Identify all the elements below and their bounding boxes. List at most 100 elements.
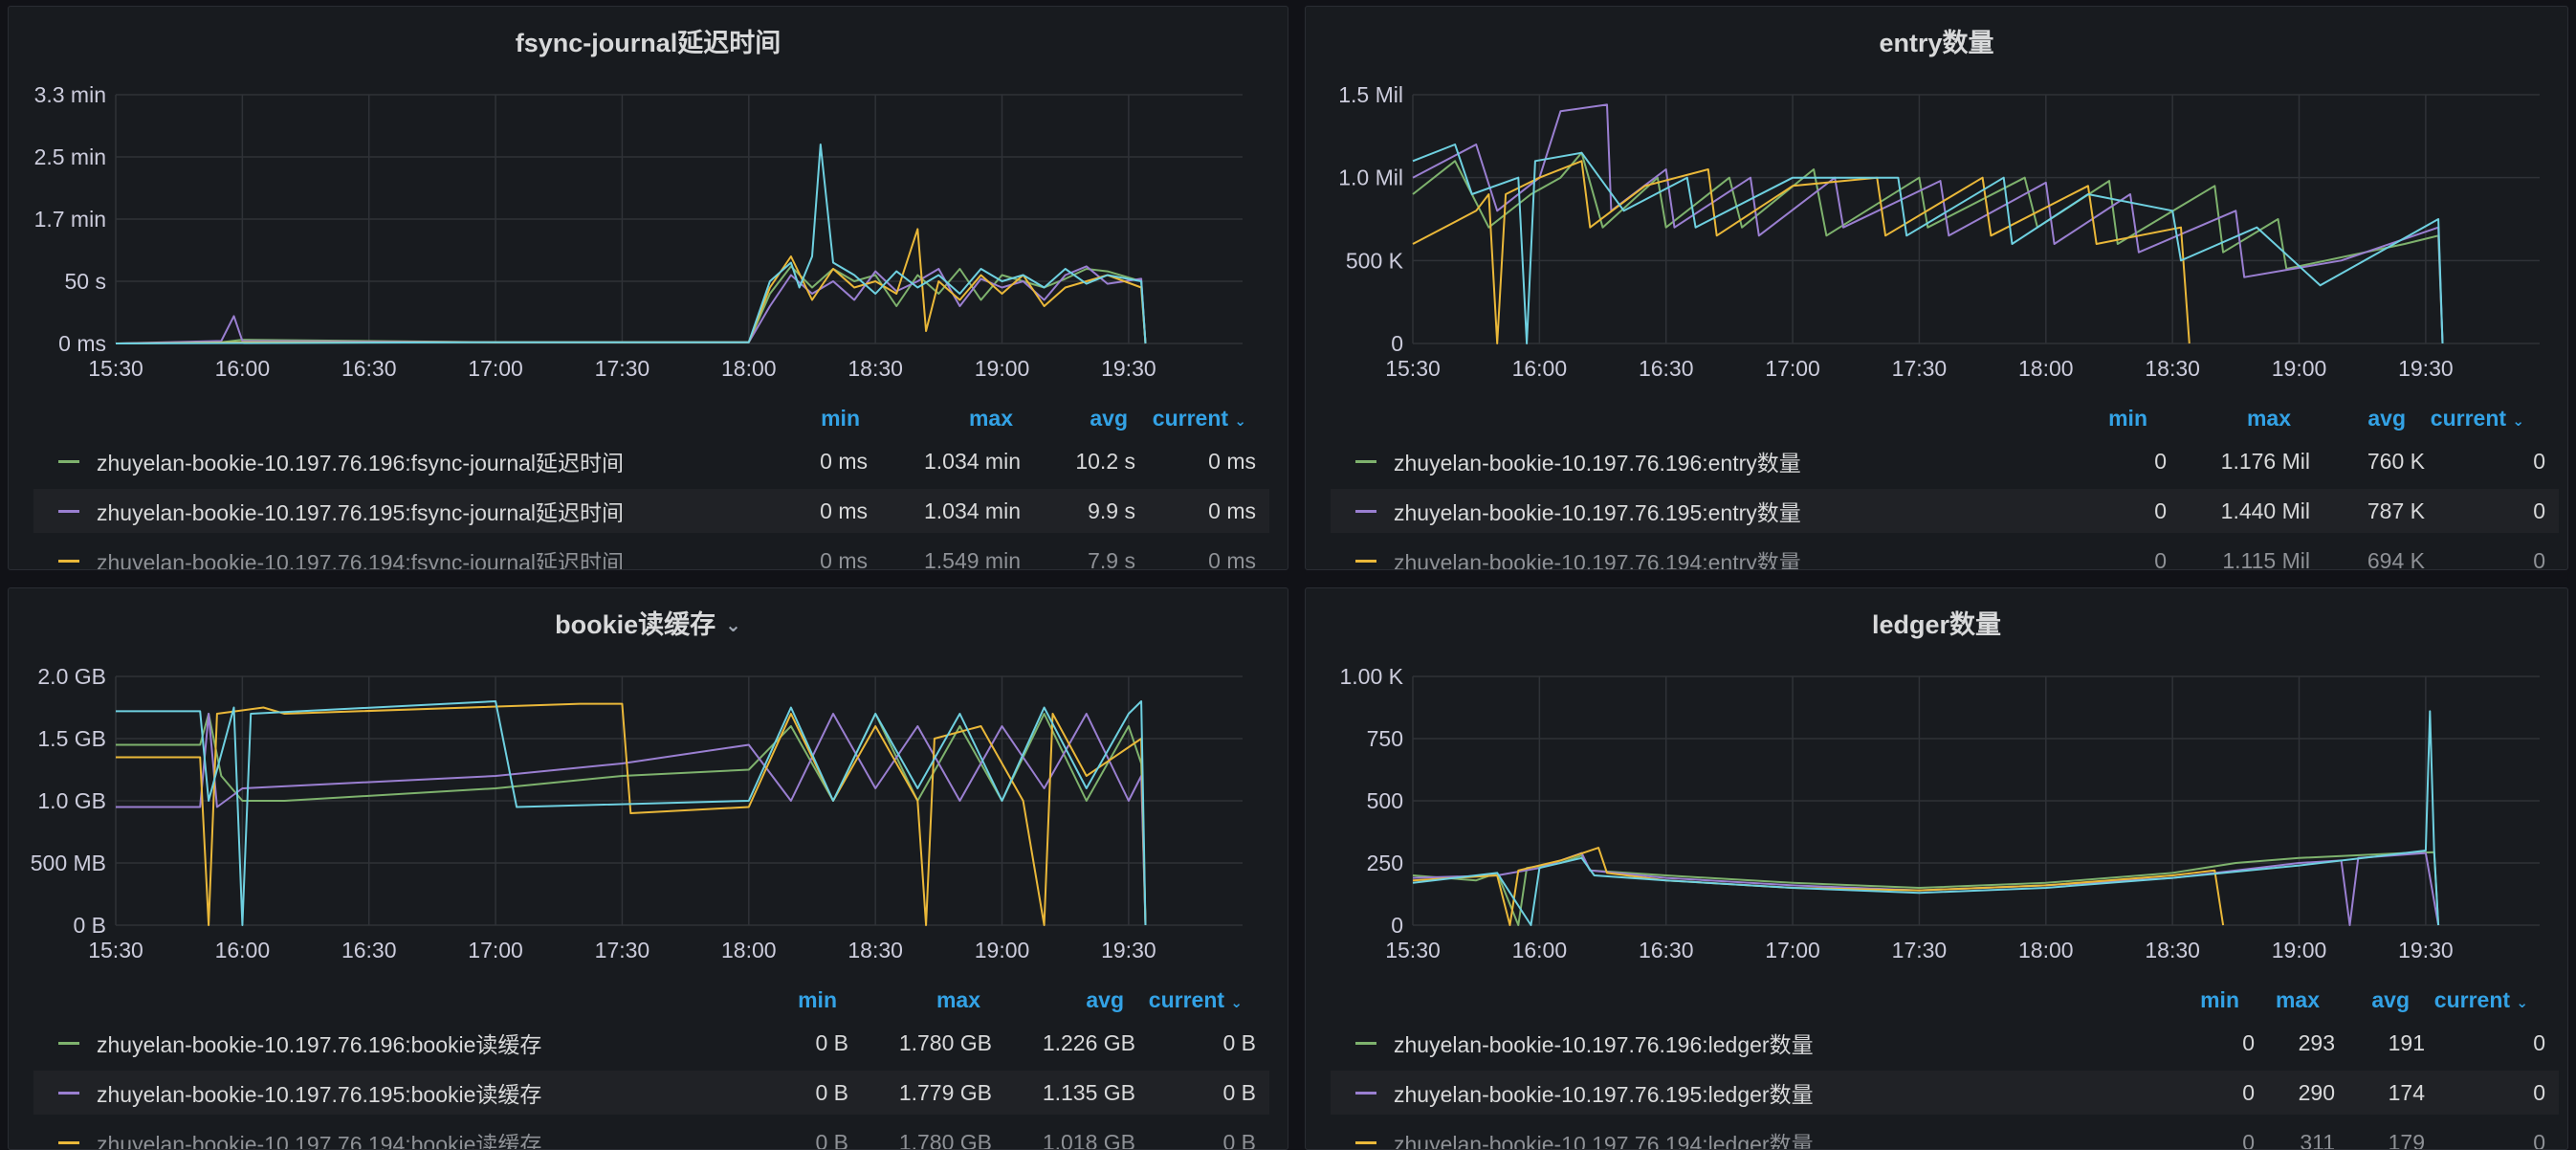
series-line[interactable] bbox=[1412, 851, 2440, 926]
series-current: 0 B bbox=[1222, 1029, 1256, 1055]
legend-row[interactable]: zhuyelan-bookie-10.197.76.194:ledger数量 0… bbox=[1331, 1120, 2559, 1150]
series-max: 1.780 GB bbox=[898, 1029, 992, 1055]
x-tick-label: 17:00 bbox=[1765, 356, 1820, 381]
series-name[interactable]: zhuyelan-bookie-10.197.76.195:ledger数量 bbox=[1394, 1082, 1814, 1107]
legend-col-current[interactable]: current ⌄ bbox=[2433, 986, 2528, 1012]
journal-chart[interactable]: 0 ms 50 s 1.7 min 2.5 min 3.3 min 15:30 16:00 1… bbox=[9, 7, 1288, 389]
series-name[interactable]: zhuyelan-bookie-10.197.76.195:bookie读缓存 bbox=[97, 1082, 542, 1107]
legend-col-max[interactable]: max bbox=[936, 986, 980, 1012]
legend-col-max[interactable]: max bbox=[2246, 405, 2291, 431]
series-name[interactable]: zhuyelan-bookie-10.197.76.196:bookie读缓存 bbox=[97, 1032, 542, 1057]
chevron-down-icon[interactable]: ⌄ bbox=[725, 615, 741, 636]
series-name[interactable]: zhuyelan-bookie-10.197.76.194:ledger数量 bbox=[1394, 1132, 1814, 1150]
x-tick-label: 15:30 bbox=[88, 938, 143, 962]
series-line[interactable] bbox=[115, 228, 1147, 344]
legend-col-current[interactable]: current ⌄ bbox=[2430, 405, 2524, 431]
series-line[interactable] bbox=[115, 265, 1147, 344]
series-max: 1.549 min bbox=[923, 547, 1021, 570]
series-name[interactable]: zhuyelan-bookie-10.197.76.196:entry数量 bbox=[1394, 451, 1801, 475]
legend-col-avg[interactable]: avg bbox=[2367, 405, 2406, 431]
series-line[interactable] bbox=[115, 265, 1147, 344]
legend-row[interactable]: zhuyelan-bookie-10.197.76.196:entry数量 0 … bbox=[1331, 439, 2559, 483]
legend-row[interactable]: zhuyelan-bookie-10.197.76.195:ledger数量 0… bbox=[1331, 1071, 2559, 1115]
panel-title[interactable]: bookie读缓存 ⌄ bbox=[555, 610, 741, 639]
series-name[interactable]: zhuyelan-bookie-10.197.76.194:entry数量 bbox=[1394, 550, 1801, 570]
x-tick-label: 18:00 bbox=[2018, 938, 2074, 962]
legend-col-min[interactable]: min bbox=[798, 986, 837, 1012]
series-line[interactable] bbox=[115, 144, 1147, 344]
legend-row[interactable]: zhuyelan-bookie-10.197.76.194:fsync-jour… bbox=[33, 539, 1269, 570]
y-tick-label: 1.7 min bbox=[34, 207, 106, 232]
series-name[interactable]: zhuyelan-bookie-10.197.76.194:fsync-jour… bbox=[97, 550, 625, 570]
x-tick-label: 19:00 bbox=[975, 356, 1030, 381]
chevron-down-icon: ⌄ bbox=[1234, 412, 1246, 430]
cache-chart[interactable]: 0 B 500 MB 1.0 GB 1.5 GB 2.0 GB 15:30 16:00 16:… bbox=[9, 588, 1288, 971]
legend-row[interactable]: zhuyelan-bookie-10.197.76.195:fsync-jour… bbox=[33, 489, 1269, 533]
x-tick-label: 19:30 bbox=[2398, 938, 2454, 962]
series-name[interactable]: zhuyelan-bookie-10.197.76.194:bookie读缓存 bbox=[97, 1132, 542, 1150]
legend-row[interactable]: zhuyelan-bookie-10.197.76.196:bookie读缓存 … bbox=[33, 1021, 1269, 1065]
series-line[interactable] bbox=[1412, 160, 2191, 344]
series-max: 311 bbox=[2300, 1129, 2335, 1150]
x-tick-label: 16:00 bbox=[215, 356, 271, 381]
series-avg: 1.226 GB bbox=[1042, 1029, 1135, 1055]
series-current: 0 ms bbox=[1208, 498, 1256, 523]
legend-row[interactable]: zhuyelan-bookie-10.197.76.194:entry数量 0 … bbox=[1331, 539, 2559, 570]
panel-title[interactable]: ledger数量 bbox=[1871, 610, 2002, 639]
y-tick-label: 50 s bbox=[65, 269, 106, 294]
series-avg: 694 K bbox=[2367, 547, 2425, 570]
series-line[interactable] bbox=[1412, 847, 2225, 926]
entry-chart[interactable]: 0 500 K 1.0 Mil 1.5 Mil 15:30 16:00 16:30 17:00… bbox=[1306, 7, 2568, 389]
series-line[interactable] bbox=[1412, 151, 2444, 344]
series-max: 1.034 min bbox=[923, 448, 1021, 474]
series-name[interactable]: zhuyelan-bookie-10.197.76.196:ledger数量 bbox=[1394, 1032, 1814, 1057]
legend-col-max[interactable]: max bbox=[2275, 986, 2320, 1012]
series-avg: 174 bbox=[2388, 1079, 2425, 1105]
ledger-chart[interactable]: 0 250 500 750 1.00 K 15:30 16:00 16:30 17:00 17:3… bbox=[1306, 588, 2568, 971]
series-line[interactable] bbox=[1412, 710, 2440, 926]
legend-row[interactable]: zhuyelan-bookie-10.197.76.194:bookie读缓存 … bbox=[33, 1120, 1269, 1150]
legend-col-min[interactable]: min bbox=[2200, 986, 2239, 1012]
series-color-swatch bbox=[1355, 1091, 1376, 1095]
y-tick-label: 1.0 Mil bbox=[1338, 166, 1403, 190]
legend-header: min max avg current ⌄ bbox=[755, 981, 1252, 1019]
legend-row[interactable]: zhuyelan-bookie-10.197.76.196:ledger数量 0… bbox=[1331, 1021, 2559, 1065]
x-tick-label: 16:30 bbox=[1639, 938, 1694, 962]
legend-header: min max avg current ⌄ bbox=[2042, 399, 2540, 437]
panel-title[interactable]: entry数量 bbox=[1879, 29, 1994, 57]
legend-col-avg[interactable]: avg bbox=[1086, 986, 1124, 1012]
x-tick-label: 17:30 bbox=[595, 938, 650, 962]
series-line[interactable] bbox=[116, 702, 1147, 926]
series-line[interactable] bbox=[116, 713, 1147, 926]
grid bbox=[115, 94, 1243, 344]
legend-col-min[interactable]: min bbox=[821, 405, 860, 431]
series-line[interactable] bbox=[116, 700, 1147, 926]
panel-fsync-journal: fsync-journal延迟时间 0 ms 50 s 1.7 min 2.5 min… bbox=[8, 6, 1288, 570]
panel-title[interactable]: fsync-journal延迟时间 bbox=[515, 29, 782, 57]
legend-col-min[interactable]: min bbox=[2108, 405, 2147, 431]
legend-row[interactable]: zhuyelan-bookie-10.197.76.195:entry数量 0 … bbox=[1331, 489, 2559, 533]
x-tick-label: 18:00 bbox=[721, 938, 777, 962]
series-line[interactable] bbox=[116, 713, 1147, 926]
chevron-down-icon: ⌄ bbox=[2516, 994, 2528, 1011]
series-color-swatch bbox=[58, 1091, 79, 1095]
series-line[interactable] bbox=[1412, 851, 2440, 926]
legend-col-current[interactable]: current ⌄ bbox=[1148, 986, 1243, 1012]
chevron-down-icon: ⌄ bbox=[2512, 412, 2524, 430]
legend-col-avg[interactable]: avg bbox=[2371, 986, 2410, 1012]
x-tick-label: 16:00 bbox=[1512, 938, 1568, 962]
legend-col-avg[interactable]: avg bbox=[1090, 405, 1128, 431]
legend-header: min max avg current ⌄ bbox=[2147, 981, 2549, 1019]
y-tick-label: 1.5 GB bbox=[37, 726, 106, 751]
series-name[interactable]: zhuyelan-bookie-10.197.76.196:fsync-jour… bbox=[97, 451, 625, 475]
series-avg: 787 K bbox=[2367, 498, 2425, 523]
x-tick-label: 19:00 bbox=[2272, 938, 2327, 962]
legend-col-max[interactable]: max bbox=[968, 405, 1013, 431]
series-line[interactable] bbox=[1412, 144, 2444, 344]
legend-row[interactable]: zhuyelan-bookie-10.197.76.196:fsync-jour… bbox=[33, 439, 1269, 483]
legend-row[interactable]: zhuyelan-bookie-10.197.76.195:bookie读缓存 … bbox=[33, 1071, 1269, 1115]
series-line[interactable] bbox=[1412, 103, 2444, 344]
legend-col-current[interactable]: current ⌄ bbox=[1152, 405, 1246, 431]
series-name[interactable]: zhuyelan-bookie-10.197.76.195:entry数量 bbox=[1394, 500, 1801, 525]
series-name[interactable]: zhuyelan-bookie-10.197.76.195:fsync-jour… bbox=[97, 500, 625, 525]
